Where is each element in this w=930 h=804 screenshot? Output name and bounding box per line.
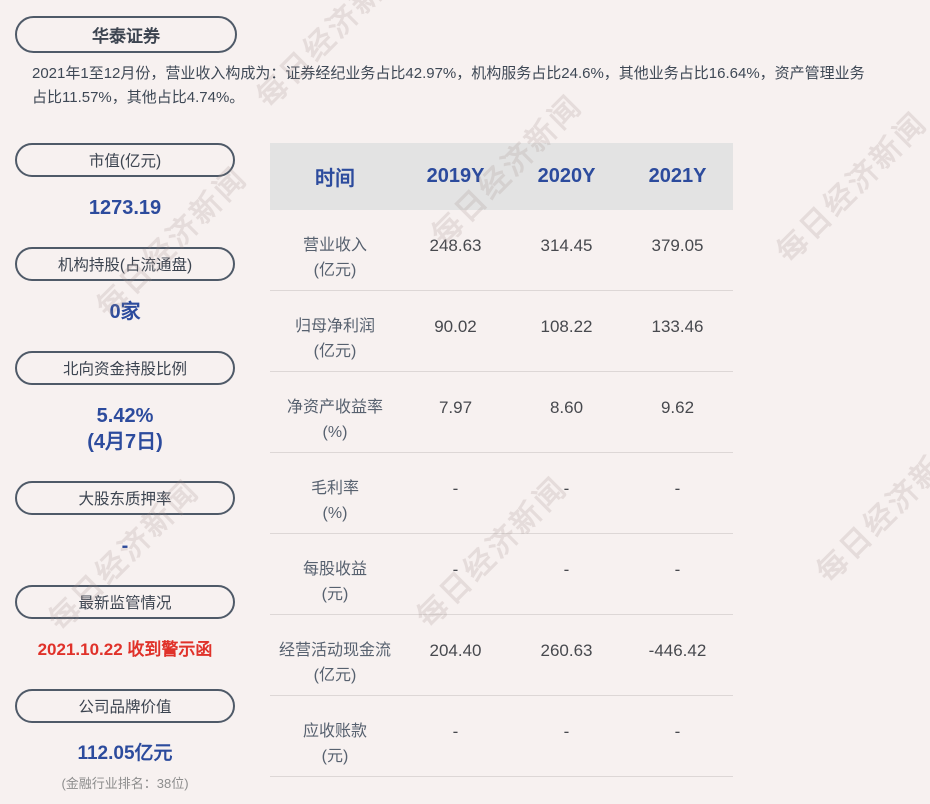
sidebar-item-brand-value: 公司品牌价值 112.05亿元 (金融行业排名：38位) — [15, 689, 235, 791]
watermark-text: 每日经济新闻 — [810, 425, 930, 590]
cell-value: 133.46 — [651, 317, 704, 336]
cell-value: 248.63 — [429, 236, 482, 255]
company-name: 华泰证券 — [92, 27, 160, 46]
sidebar-item-institutional-holdings: 机构持股(占流通盘) 0家 — [15, 247, 235, 323]
northbound-ratio-pill[interactable]: 北向资金持股比例 — [15, 351, 235, 385]
table-row: 净资产收益率 (%) 7.97 8.60 9.62 — [270, 372, 733, 453]
table-header-2020y: 2020Y — [537, 165, 596, 187]
cell-value: - — [674, 479, 681, 498]
latest-regulation-value: 2021.10.22 收到警示函 — [37, 640, 213, 659]
market-cap-pill[interactable]: 市值(亿元) — [15, 143, 235, 177]
cell-value: - — [674, 560, 681, 579]
cell-value: 204.40 — [429, 641, 482, 660]
table-row: 应收账款 (元) - - - — [270, 696, 733, 777]
table-row: 毛利率 (%) - - - — [270, 453, 733, 534]
row-label: 营业收入 (亿元) — [302, 237, 367, 279]
pledge-ratio-pill[interactable]: 大股东质押率 — [15, 481, 235, 515]
latest-regulation-label: 最新监管情况 — [78, 595, 172, 612]
brand-value-amount: 112.05亿元 — [77, 743, 173, 764]
cell-value: 379.05 — [651, 236, 704, 255]
cell-value: 314.45 — [540, 236, 593, 255]
cell-value: - — [563, 722, 570, 741]
row-label: 归母净利润 (亿元) — [294, 318, 375, 360]
cell-value: -446.42 — [648, 641, 707, 660]
row-label: 净资产收益率 (%) — [286, 399, 383, 441]
pledge-ratio-value: - — [121, 535, 129, 557]
table-row: 每股收益 (元) - - - — [270, 534, 733, 615]
sidebar-item-pledge-ratio: 大股东质押率 - — [15, 481, 235, 557]
northbound-ratio-date: (4月7日) — [87, 431, 163, 453]
table-row: 经营活动现金流 (亿元) 204.40 260.63 -446.42 — [270, 615, 733, 696]
row-label: 每股收益 (元) — [302, 561, 367, 603]
institutional-holdings-label: 机构持股(占流通盘) — [57, 257, 193, 274]
cell-value: - — [452, 722, 459, 741]
sidebar-item-northbound-ratio: 北向资金持股比例 5.42% (4月7日) — [15, 351, 235, 453]
cell-value: 260.63 — [540, 641, 593, 660]
row-label: 经营活动现金流 (亿元) — [278, 642, 391, 684]
row-label: 毛利率 (%) — [310, 480, 359, 522]
cell-value: 9.62 — [660, 398, 695, 417]
sidebar-item-latest-regulation: 最新监管情况 2021.10.22 收到警示函 — [15, 585, 235, 659]
table-row: 归母净利润 (亿元) 90.02 108.22 133.46 — [270, 291, 733, 372]
sidebar-item-market-cap: 市值(亿元) 1273.19 — [15, 143, 235, 219]
cell-value: 90.02 — [434, 317, 477, 336]
brand-value-pill[interactable]: 公司品牌价值 — [15, 689, 235, 723]
brand-value-label: 公司品牌价值 — [78, 699, 172, 716]
cell-value: - — [452, 479, 459, 498]
market-cap-value: 1273.19 — [88, 197, 162, 219]
northbound-ratio-label: 北向资金持股比例 — [62, 361, 187, 378]
pledge-ratio-label: 大股东质押率 — [78, 491, 172, 508]
market-cap-label: 市值(亿元) — [88, 153, 162, 170]
cell-value: - — [452, 560, 459, 579]
cell-value: 7.97 — [438, 398, 473, 417]
table-header-row: 时间 2019Y 2020Y 2021Y — [270, 143, 733, 210]
row-label: 应收账款 (元) — [302, 723, 367, 765]
company-name-pill[interactable]: 华泰证券 — [15, 16, 237, 53]
institutional-holdings-value: 0家 — [109, 301, 141, 323]
cell-value: - — [563, 560, 570, 579]
cell-value: - — [563, 479, 570, 498]
metrics-sidebar: 市值(亿元) 1273.19 机构持股(占流通盘) 0家 北向资金持股比例 5.… — [15, 143, 235, 793]
watermark-text: 每日经济新闻 — [770, 105, 930, 270]
cell-value: 108.22 — [540, 317, 593, 336]
cell-value: - — [674, 722, 681, 741]
northbound-ratio-value: 5.42% (4月7日) — [15, 403, 235, 455]
financials-table: 时间 2019Y 2020Y 2021Y 营业收入 (亿元) 248.63 314… — [270, 143, 733, 777]
table-header-2021y: 2021Y — [648, 165, 707, 187]
table-header-time: 时间 — [315, 168, 355, 190]
revenue-composition-summary: 2021年1至12月份，营业收入构成为：证券经纪业务占比42.97%，机构服务占… — [32, 65, 865, 106]
institutional-holdings-pill[interactable]: 机构持股(占流通盘) — [15, 247, 235, 281]
cell-value: 8.60 — [549, 398, 584, 417]
latest-regulation-pill[interactable]: 最新监管情况 — [15, 585, 235, 619]
brand-value-rank-note: (金融行业排名：38位) — [61, 776, 189, 791]
table-row: 营业收入 (亿元) 248.63 314.45 379.05 — [270, 210, 733, 291]
table-header-2019y: 2019Y — [426, 165, 485, 187]
